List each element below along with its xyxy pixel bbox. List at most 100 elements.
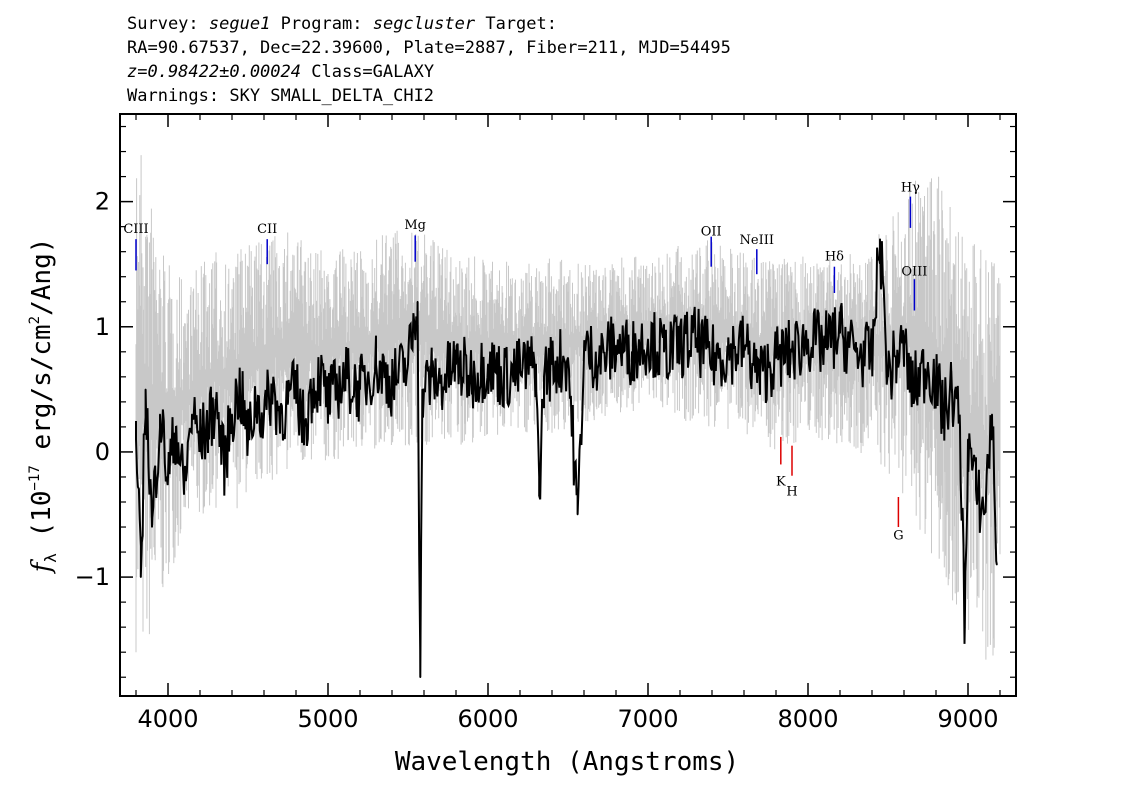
emission-line-label: Mg	[404, 218, 426, 233]
emission-line-label: CII	[257, 222, 277, 237]
flux-point	[663, 351, 665, 353]
y-axis-title: fλ (10−17 erg/s/cm2/Ang)	[27, 238, 60, 575]
flux-point	[183, 488, 185, 491]
flux-point	[455, 363, 457, 366]
flux-point	[295, 388, 297, 391]
flux-point	[855, 351, 857, 353]
emission-line-label: Hγ	[901, 181, 920, 196]
flux-point	[727, 351, 729, 353]
flux-point	[991, 413, 993, 416]
flux-point	[631, 351, 633, 353]
flux-point	[503, 376, 505, 378]
flux-point	[255, 401, 257, 403]
flux-point	[775, 357, 777, 359]
flux-point	[135, 438, 137, 441]
y-tick-label: 2	[95, 188, 110, 216]
flux-point	[167, 476, 169, 478]
flux-point	[975, 488, 977, 491]
flux-point	[983, 513, 985, 516]
absorption-line-label: K	[776, 475, 786, 490]
flux-point	[911, 388, 913, 391]
absorption-line-label: H	[786, 485, 797, 500]
flux-point	[879, 238, 881, 240]
flux-point	[959, 426, 961, 428]
flux-point	[327, 401, 329, 403]
flux-layer	[135, 238, 998, 678]
flux-point	[359, 388, 361, 391]
flux-point	[927, 363, 929, 366]
flux-point	[343, 376, 345, 378]
absorption-line-label: G	[893, 529, 903, 544]
flux-point	[519, 369, 521, 372]
flux-point	[615, 344, 617, 347]
flux-point	[407, 363, 409, 366]
spectral-line-markers: CIII CII Mg OII NeIII Hδ Hγ OIII KH G	[123, 181, 927, 544]
flux-point	[223, 463, 225, 466]
flux-point	[967, 438, 969, 441]
flux-point	[421, 388, 424, 391]
x-tick-label: 9000	[937, 705, 998, 733]
plot-frame	[119, 113, 1017, 697]
flux-point	[487, 363, 489, 366]
flux-point	[416, 300, 419, 303]
flux-point	[419, 676, 422, 678]
flux-point	[871, 357, 873, 359]
survey-name: segue1	[208, 14, 271, 34]
emission-line-label: CIII	[123, 222, 148, 237]
emission-line-label: OIII	[901, 264, 927, 279]
flux-point	[935, 382, 937, 384]
axes: 4000 5000 6000 7000 8000 9000 −1 0 1 2	[75, 114, 1016, 733]
x-tick-label: 4000	[137, 705, 198, 733]
flux-point	[279, 413, 281, 416]
flux-line	[135, 239, 998, 678]
header-line-redshift: z=0.98422±0.00024 Class=GALAXY	[127, 60, 731, 84]
flux-point	[951, 388, 953, 391]
flux-point	[471, 376, 473, 378]
x-tick-label: 8000	[777, 705, 838, 733]
flux-point	[807, 338, 809, 341]
flux-point	[535, 363, 537, 366]
flux-point	[695, 338, 697, 341]
header-line-survey: Survey: segue1 Program: segcluster Targe…	[127, 14, 557, 34]
header-line-coordinates: RA=90.67537, Dec=22.39600, Plate=2887, F…	[127, 38, 731, 58]
flux-point	[538, 494, 540, 497]
flux-point	[140, 576, 142, 578]
flux-point	[199, 438, 201, 441]
flux-point	[319, 376, 321, 378]
flux-point	[439, 382, 441, 384]
y-tick-label: −1	[75, 563, 110, 591]
program-name: segcluster	[372, 14, 476, 34]
flux-point	[375, 363, 377, 366]
flux-point	[263, 413, 265, 416]
flux-point	[599, 357, 601, 359]
flux-point	[823, 344, 825, 347]
flux-point	[175, 426, 177, 428]
flux-point	[215, 401, 217, 403]
flux-point	[919, 376, 921, 378]
x-tick-label: 6000	[457, 705, 518, 733]
x-axis-title: Wavelength (Angstroms)	[395, 747, 739, 777]
flux-point	[191, 413, 193, 416]
flux-point	[964, 626, 966, 628]
y-tick-label: 0	[95, 438, 110, 466]
flux-point	[207, 426, 209, 428]
flux-point	[144, 388, 147, 391]
spectrum-header: Survey: segue1 Program: segcluster Targe…	[127, 12, 731, 108]
flux-point	[759, 376, 761, 378]
class-value: Class=GALAXY	[311, 62, 435, 82]
flux-point	[895, 357, 897, 359]
flux-point	[431, 376, 433, 378]
x-tick-label: 7000	[617, 705, 678, 733]
flux-point	[159, 413, 161, 416]
flux-point	[303, 426, 305, 428]
flux-point	[247, 438, 249, 441]
flux-point	[567, 357, 569, 359]
flux-point	[311, 388, 313, 391]
flux-point	[903, 344, 905, 347]
flux-point	[887, 376, 889, 378]
header-line-warnings: Warnings: SKY SMALL_DELTA_CHI2	[127, 86, 435, 106]
emission-line-label: OII	[701, 224, 722, 239]
flux-point	[551, 363, 553, 366]
flux-point	[543, 376, 545, 378]
flux-point	[231, 413, 233, 416]
